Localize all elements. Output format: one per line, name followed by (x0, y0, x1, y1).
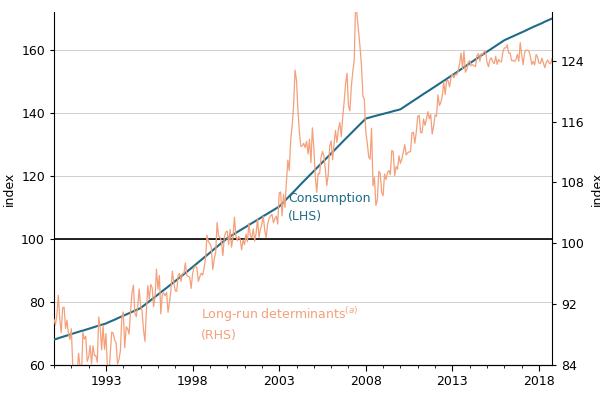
Text: Long-run determinants$^{(a)}$
(RHS): Long-run determinants$^{(a)}$ (RHS) (201, 305, 359, 342)
Y-axis label: index: index (590, 171, 600, 206)
Text: Consumption
(LHS): Consumption (LHS) (288, 192, 370, 223)
Y-axis label: index: index (2, 171, 16, 206)
